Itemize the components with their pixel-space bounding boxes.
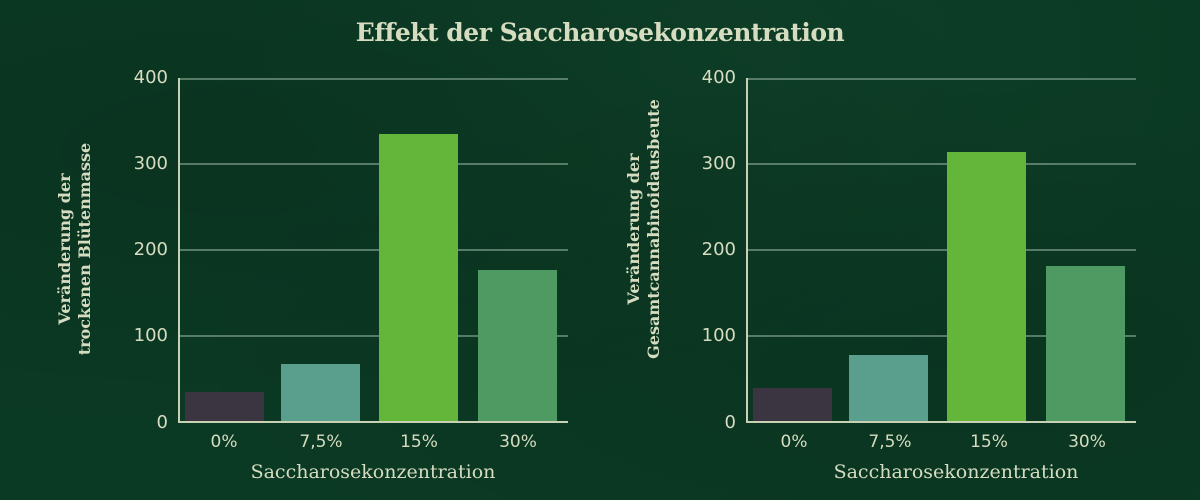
y-tick-label: 100: [701, 325, 736, 346]
gridline: [746, 249, 1136, 251]
bar-75pct: [281, 364, 360, 422]
bar-15pct: [947, 152, 1026, 422]
x-tick-label: 30%: [499, 432, 537, 452]
gridline: [178, 78, 568, 80]
x-tick-label: 7,5%: [299, 432, 343, 452]
plot-area: [178, 78, 568, 423]
x-axis-label: Saccharosekonzentration: [833, 461, 1079, 483]
y-tick-label: 100: [133, 325, 168, 346]
y-axis: [178, 78, 180, 422]
x-tick-label: 0%: [780, 432, 808, 452]
bar-0pct: [753, 388, 832, 422]
bar-30pct: [478, 270, 557, 422]
gridline: [178, 335, 568, 337]
y-tick-label: 400: [701, 67, 736, 88]
bar-75pct: [849, 355, 928, 422]
y-tick-label: 200: [133, 239, 168, 260]
gridline: [746, 78, 1136, 80]
bar-0pct: [185, 392, 264, 422]
x-axis-label: Saccharosekonzentration: [250, 461, 496, 483]
x-tick-label: 15%: [400, 432, 438, 452]
x-axis: [746, 421, 1136, 423]
bar-15pct: [379, 134, 458, 422]
y-tick-label: 300: [701, 153, 736, 174]
y-tick-label: 200: [701, 239, 736, 260]
x-tick-label: 7,5%: [868, 432, 912, 452]
y-tick-label: 0: [156, 412, 168, 433]
chart-title: Effekt der Saccharosekonzentration: [355, 18, 845, 47]
gridline: [178, 163, 568, 165]
y-axis: [746, 78, 748, 422]
gridline: [746, 335, 1136, 337]
gridline: [178, 249, 568, 251]
bar-30pct: [1046, 266, 1125, 422]
x-axis: [178, 421, 568, 423]
x-tick-label: 15%: [970, 432, 1008, 452]
y-tick-label: 0: [724, 412, 736, 433]
x-tick-label: 30%: [1068, 432, 1106, 452]
y-tick-label: 400: [133, 67, 168, 88]
y-tick-label: 300: [133, 153, 168, 174]
y-axis-label: Veränderung der Gesamtcannabinoidausbeut…: [624, 99, 663, 359]
gridline: [746, 163, 1136, 165]
x-tick-label: 0%: [210, 432, 238, 452]
plot-area: [746, 78, 1136, 423]
